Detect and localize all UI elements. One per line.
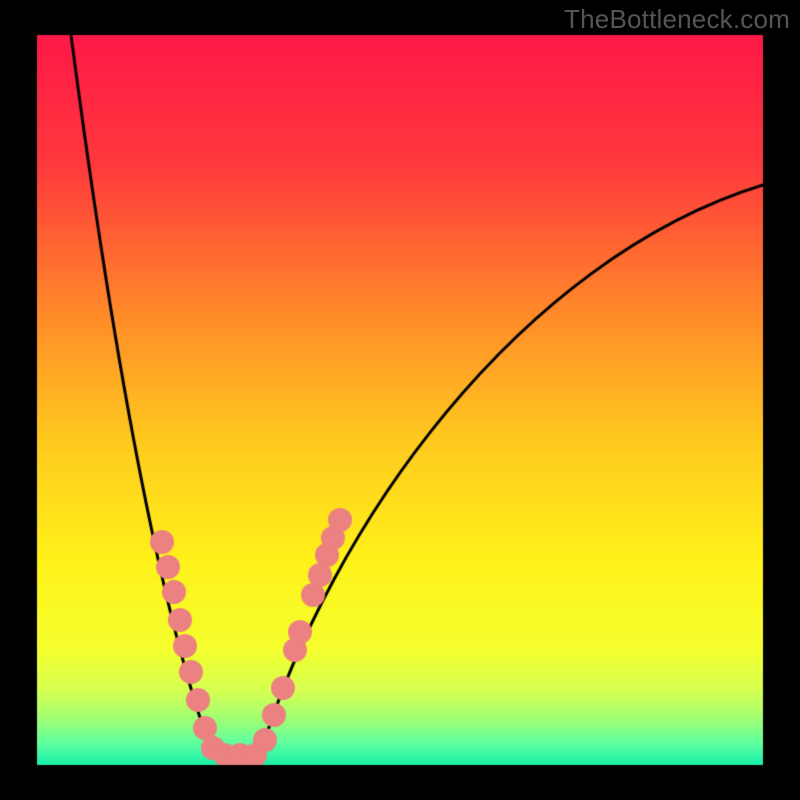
watermark-text: TheBottleneck.com [564, 4, 790, 35]
chart-stage: TheBottleneck.com [0, 0, 800, 800]
bottleneck-curve-chart [0, 0, 800, 800]
